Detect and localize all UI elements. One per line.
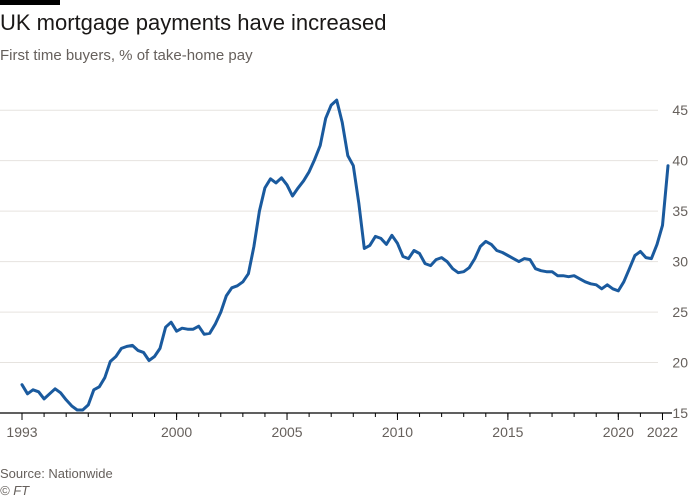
x-tick-label: 2010 [382,424,413,440]
y-tick-label: 30 [672,254,688,270]
x-tick-label: 2005 [271,424,302,440]
ft-credit: © FT [0,483,30,498]
y-tick-label: 35 [672,203,688,219]
y-axis-tick-labels: 15 20 25 30 35 40 45 [672,102,688,421]
source-note: Source: Nationwide [0,466,113,481]
x-tick-label: 2022 [647,424,678,440]
gridlines [0,109,658,364]
y-tick-label: 45 [672,102,688,118]
x-tick-label: 2015 [492,424,523,440]
ft-top-bar [0,0,60,5]
x-tick-label: 2000 [161,424,192,440]
y-tick-label: 25 [672,304,688,320]
chart-subtitle: First time buyers, % of take-home pay [0,47,253,64]
y-tick-label: 20 [672,355,688,371]
series-group [20,98,670,412]
y-tick-label: 40 [672,153,688,169]
series-line-first-time-buyers [20,98,670,412]
chart-title: UK mortgage payments have increased [0,10,387,35]
x-axis: 1993 2000 2005 2010 2015 2020 2022 [0,412,678,440]
x-tick-label: 2020 [603,424,634,440]
line-chart: 15 20 25 30 35 40 45 1993 2000 2005 2010 2015 2020 2… [0,98,688,440]
x-tick-label: 1993 [6,424,37,440]
y-tick-label: 15 [672,405,688,421]
